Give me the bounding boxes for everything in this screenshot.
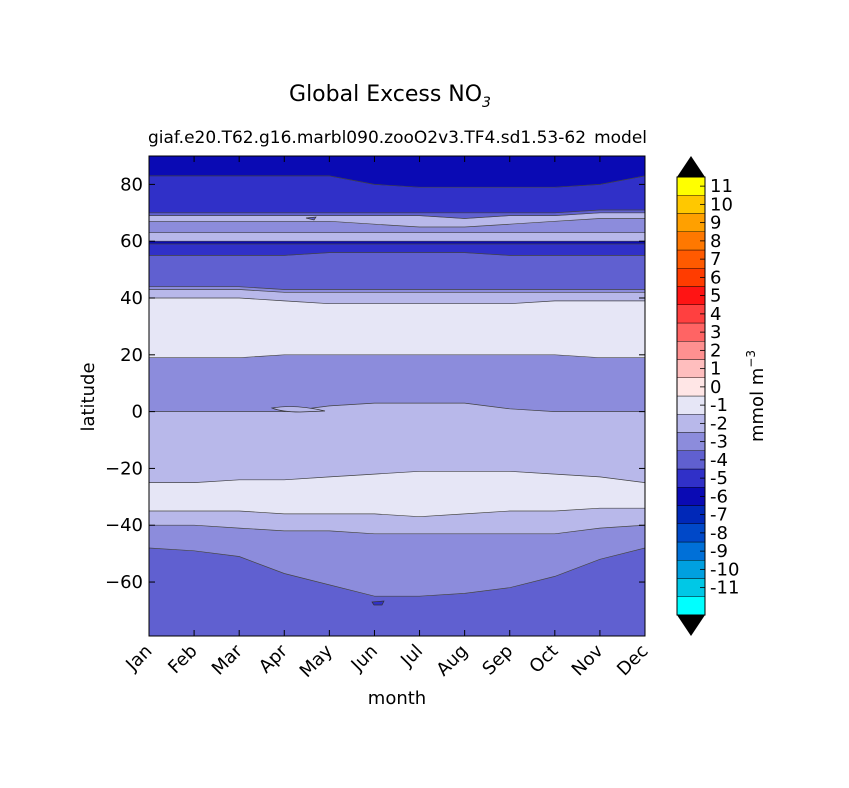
colorbar-tick-label: 5 <box>710 286 721 307</box>
x-tick-label: Jul <box>396 641 427 672</box>
contour-island-north <box>305 216 317 221</box>
colorbar-tick-label: 7 <box>710 249 721 270</box>
chart-title: Global Excess NO3 <box>289 82 491 111</box>
x-tick-label: Mar <box>208 640 247 679</box>
x-tick-label: Dec <box>613 641 652 680</box>
colorbar-tick-label: -3 <box>710 432 728 453</box>
colorbar-tick-label: -8 <box>710 523 728 544</box>
chart-subtitle-left: giaf.e20.T62.g16.marbl090.zooO2v3.TF4.sd… <box>148 128 586 148</box>
contour-island-equator <box>270 406 326 413</box>
colorbar-tick-label: -11 <box>710 578 739 599</box>
x-tick-label: Jun <box>347 641 382 676</box>
contour-line-arctic-lighter <box>149 212 645 219</box>
colorbar-tick-label: -5 <box>710 468 728 489</box>
contour-band-north-deep <box>149 252 645 290</box>
y-tick-label: 60 <box>120 231 143 252</box>
contour-line-south-light <box>149 507 645 518</box>
colorbar-tick-label: -1 <box>710 395 728 416</box>
x-tick-label: Sep <box>478 641 517 680</box>
y-tick-label: −20 <box>105 458 143 479</box>
plot-area: Jan Feb Mar Apr May Jun Jul Aug Sep Oct Nov Dec 80 6… <box>105 155 653 682</box>
contour-band-arctic-light <box>149 232 645 242</box>
y-tick-label: 40 <box>120 288 143 309</box>
plot-frame <box>148 155 646 637</box>
colorbar-frame <box>676 176 706 616</box>
y-tick-label: −40 <box>105 515 143 536</box>
y-axis-label: latitude <box>78 362 99 431</box>
colorbar-label: mmol m−3 <box>744 350 768 442</box>
colorbar-tick-label: -10 <box>710 559 739 580</box>
colorbar-tick-label: -7 <box>710 505 728 526</box>
colorbar-tick-label: -2 <box>710 413 728 434</box>
colorbar-tick-label: 10 <box>710 194 733 215</box>
x-tick-label: Aug <box>432 641 472 681</box>
contour-line-subtropic-n <box>149 297 645 305</box>
x-tick-label: Nov <box>568 640 608 680</box>
contour-line-north-deep <box>149 252 645 256</box>
x-tick-label: May <box>296 640 337 681</box>
colorbar-tick-label: -4 <box>710 450 728 471</box>
contour-line-north-light <box>149 289 645 293</box>
x-tick-label: Feb <box>164 641 201 678</box>
colorbar-tick-label: 2 <box>710 340 721 361</box>
colorbar-tick-label: 1 <box>710 359 721 380</box>
contour-line-polar-dark <box>149 175 645 188</box>
contour-line-subtropic-s <box>149 470 645 483</box>
y-tick-label: −60 <box>105 572 143 593</box>
colorbar-tick-label: -6 <box>710 486 728 507</box>
contour-band-tropic <box>149 402 645 483</box>
colorbar-extend-top <box>677 156 705 177</box>
colorbar-tick-label: -9 <box>710 541 728 562</box>
colorbar-tick-label: 9 <box>710 213 721 234</box>
y-tick-label: 80 <box>120 174 143 195</box>
contour-line-arctic-deep <box>149 209 645 214</box>
contour-line-tropic <box>149 402 645 412</box>
colorbar-extend-bottom <box>677 615 705 636</box>
y-tick-label: 0 <box>132 402 143 423</box>
contour-line-south-deep <box>149 547 645 597</box>
x-axis-label: month <box>368 688 426 709</box>
colorbar-tick-label: 3 <box>710 322 721 343</box>
x-tick-label: Apr <box>255 640 292 677</box>
x-tick-label: Jan <box>121 641 156 676</box>
contour-band-subtropic-n <box>149 297 645 358</box>
contour-island-south <box>371 600 385 606</box>
contour-line-equator-north <box>149 354 645 359</box>
contour-line-arctic-mid <box>149 218 645 228</box>
colorbar-tick-label: 6 <box>710 267 721 288</box>
x-tick-label: Oct <box>525 641 562 678</box>
chart-subtitle-right: model <box>594 128 647 148</box>
colorbar-tick-label: 11 <box>710 176 733 197</box>
contour-line-north-mid <box>149 286 645 290</box>
colorbar-tick-label: 4 <box>710 304 721 325</box>
y-tick-label: 20 <box>120 345 143 366</box>
colorbar-tick-label: 8 <box>710 231 721 252</box>
colorbar-tick-label: 0 <box>710 377 721 398</box>
colorbar-label-exponent: −3 <box>744 350 758 368</box>
contour-line-south-mid <box>149 524 645 535</box>
chart-title-subscript: 3 <box>482 95 491 111</box>
contour-band-north-darkest <box>149 240 645 245</box>
colorbar-cell <box>676 596 706 616</box>
